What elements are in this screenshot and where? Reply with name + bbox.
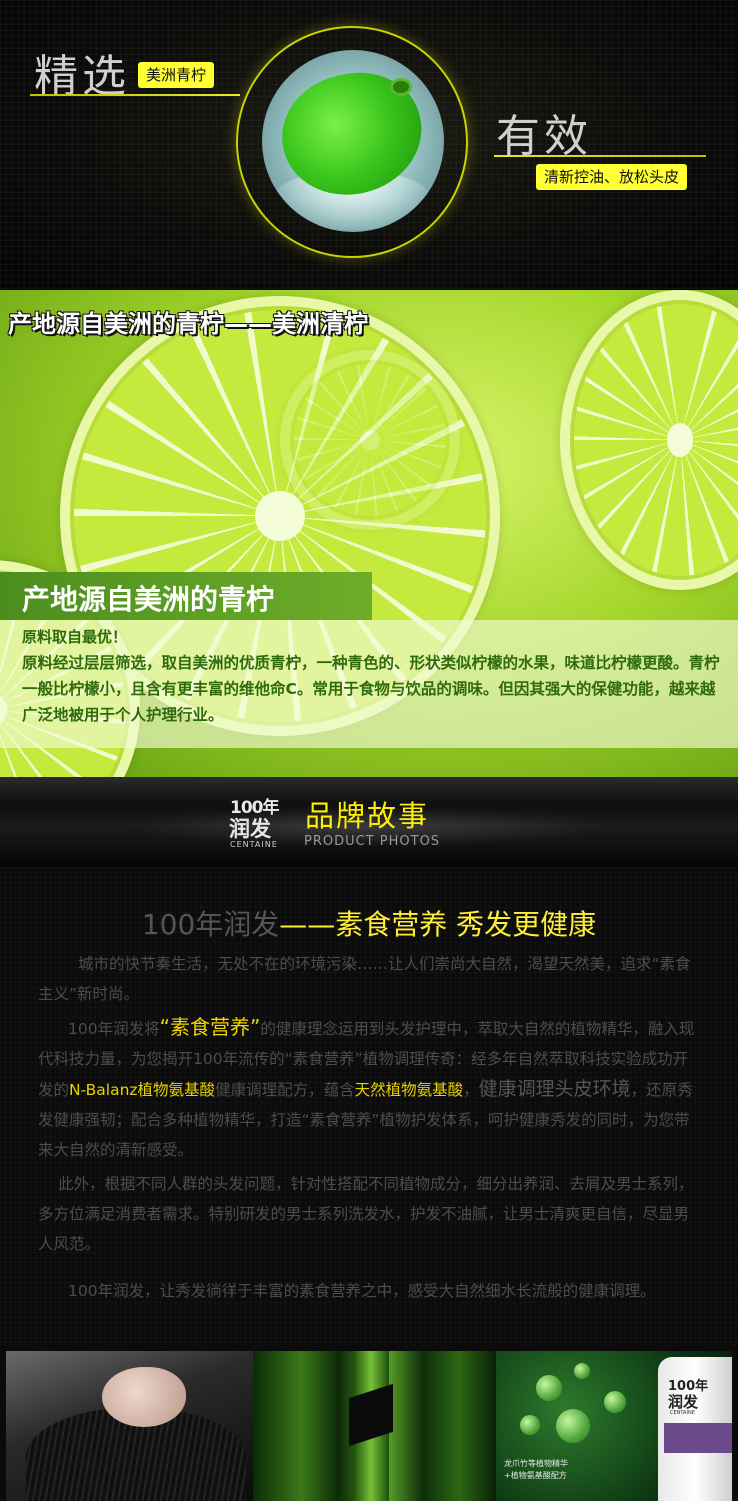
text-overlay-box — [0, 620, 738, 748]
story-paragraph-3: 此外，根据不同人群的头发问题，针对性搭配不同植物成分，细分出养润、去屑及男士系列… — [38, 1175, 694, 1253]
water-drop — [556, 1409, 590, 1443]
lime-tip — [390, 78, 412, 96]
product-photos-strip: 100年 润发 CENTAINE 龙爪竹等植物精华 +植物氨基酸配方 — [0, 1345, 738, 1501]
lime-splash-image — [262, 50, 444, 232]
hero-right-divider — [494, 155, 706, 157]
story-heading-slogan: ——素食营养 秀发更健康 — [279, 908, 597, 941]
lime-slice — [560, 290, 738, 590]
story-paragraph-4: 100年润发，让秀发徜徉于丰富的素食营养之中，感受大自然细水长流般的健康调理。 — [68, 1282, 656, 1300]
brand-story-bar: 100年 润发 CENTAINE 品牌故事 PRODUCT PHOTOS — [0, 777, 738, 867]
p2-highlight-1: “素食营养” — [159, 1015, 261, 1039]
p2-highlight-3: 天然植物氨基酸 — [354, 1081, 464, 1099]
story-heading: 100年润发——素食营养 秀发更健康 — [0, 903, 738, 943]
p2-text-e: ，还原秀发健康强韧；配合多种植物精华，打造“素食营养”植物护发体系，呵护健康秀发… — [38, 1081, 693, 1159]
p2-text-b: 的健康理念运用到头发护理中，萃取大自然的植物精华，融入现代科技力量，为您揭开10… — [38, 1020, 695, 1099]
paragraph-heading: 原料取自最优！ — [22, 628, 128, 646]
photo-caption-line-2: +植物氨基酸配方 — [504, 1471, 567, 1480]
bar-highlight — [120, 807, 620, 847]
hero-left-tag: 美洲青柠 — [138, 62, 215, 88]
p2-emphasis: 健康调理头皮环境 — [478, 1078, 631, 1100]
water-drop — [574, 1363, 590, 1379]
water-drop — [520, 1415, 540, 1435]
logo-line-1: 100年 — [230, 798, 279, 818]
hero-right-tag: 清新控油、放松头皮 — [536, 164, 688, 190]
story-paragraph-1: 城市的快节奏生活，无处不在的环境污染……让人们崇尚大自然，渴望天然美，追求“素食… — [38, 955, 691, 1003]
hero-banner: 精选 美洲青柠 有效 清新控油、放松头皮 — [0, 0, 738, 290]
model-hair-photo — [6, 1351, 253, 1501]
logo-line-2: 润发 — [229, 817, 271, 841]
p2-text-c: 健康调理配方，蕴含 — [215, 1081, 355, 1099]
brand-story-subtitle: PRODUCT PHOTOS — [304, 834, 441, 849]
hero-left-divider — [30, 94, 240, 96]
bottle-logo-line-3: CENTAINE — [670, 1410, 695, 1416]
product-bottle-photo: 100年 润发 CENTAINE 龙爪竹等植物精华 +植物氨基酸配方 — [496, 1351, 732, 1501]
brand-story-text: 100年润发——素食营养 秀发更健康 城市的快节奏生活，无处不在的环境污染……让… — [0, 867, 738, 1345]
p2-highlight-2: N-Balanz植物氨基酸 — [69, 1081, 216, 1099]
hero-ring — [236, 26, 468, 258]
lime-headline: 产地源自美洲的青柠——美洲清柠 — [8, 310, 368, 338]
p2-text-a: 100年润发将 — [68, 1020, 160, 1038]
bottle-logo-line-1: 100年 — [668, 1379, 709, 1394]
bottle-logo-line-2: 润发 — [668, 1393, 699, 1411]
water-drop — [536, 1375, 562, 1401]
logo-line-3: CENTAINE — [230, 840, 278, 849]
face-graphic — [102, 1367, 186, 1427]
bottle-label-stripe — [664, 1423, 732, 1453]
shampoo-bottle: 100年 润发 CENTAINE — [658, 1357, 732, 1501]
p2-text-d: ， — [463, 1081, 479, 1099]
story-paragraph-2: 100年润发将“素食营养”的健康理念运用到头发护理中，萃取大自然的植物精华，融入… — [38, 1012, 702, 1165]
water-drop — [604, 1391, 626, 1413]
hero-left-word: 精选 — [34, 51, 130, 102]
origin-banner: 产地源自美洲的青柠 — [0, 572, 372, 620]
hero-right-word: 有效 — [496, 111, 592, 162]
origin-banner-text: 产地源自美洲的青柠 — [22, 583, 275, 616]
bamboo-photo — [253, 1351, 496, 1501]
photo-caption: 龙爪竹等植物精华 +植物氨基酸配方 — [504, 1458, 568, 1482]
story-heading-brand: 100年润发 — [141, 908, 280, 941]
lime-slice — [280, 350, 460, 530]
paragraph-body: 原料经过层层筛选，取自美洲的优质青柠，一种青色的、形状类似柠檬的水果，味道比柠檬… — [22, 654, 720, 724]
brand-story-title: 品牌故事 — [305, 799, 430, 833]
photo-caption-line-1: 龙爪竹等植物精华 — [504, 1459, 568, 1468]
lime-origin-section: 产地源自美洲的青柠——美洲清柠 产地源自美洲的青柠 原料取自最优！ 原料经过层层… — [0, 290, 738, 777]
